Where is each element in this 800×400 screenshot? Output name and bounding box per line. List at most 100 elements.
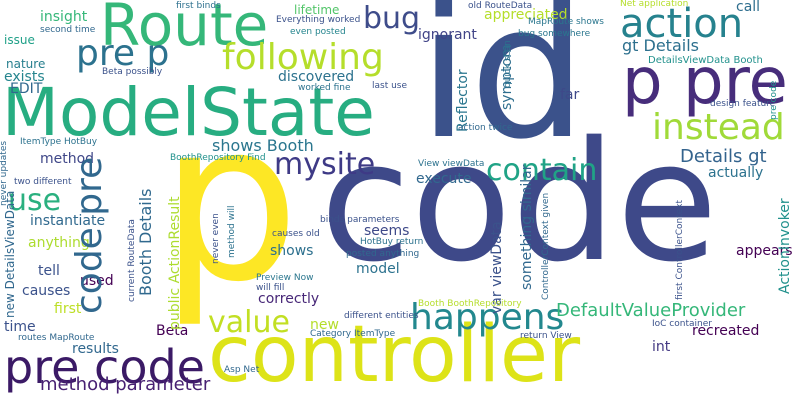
word: design feature — [710, 99, 776, 109]
word: tell — [38, 263, 60, 279]
word: model — [356, 261, 400, 277]
word: far — [560, 87, 580, 103]
word: Preview Now — [256, 273, 314, 283]
word: will fill — [256, 283, 285, 293]
word: insight — [40, 9, 88, 25]
word: Beta — [156, 323, 189, 339]
word: binds parameters — [320, 215, 400, 225]
word: shows Booth — [212, 136, 314, 155]
word: causes old — [272, 229, 320, 239]
word: action twice — [458, 123, 513, 133]
word: different entities — [344, 311, 419, 321]
word: instead — [652, 107, 785, 148]
word: ModelState — [2, 74, 375, 151]
word: posted anything — [346, 249, 420, 259]
word: action — [620, 1, 744, 47]
word: time — [4, 319, 36, 335]
word: pre code — [4, 340, 205, 394]
word: correctly — [258, 291, 320, 307]
word-vertical: quick scan — [503, 40, 513, 88]
word: appreciated — [484, 7, 568, 23]
word: controller — [208, 310, 581, 400]
word: discovered — [278, 69, 355, 85]
word: anything — [28, 235, 90, 251]
word-vertical: public ActionResult — [167, 196, 183, 330]
word-vertical: Booth Details — [136, 188, 155, 296]
word: p — [160, 74, 300, 330]
word: use — [8, 183, 62, 218]
word: BoothRepository Find — [170, 153, 266, 163]
word: method — [40, 151, 95, 167]
word: issue — [4, 33, 35, 47]
word-vertical: current RouteData — [127, 219, 137, 302]
word: return View — [520, 331, 572, 341]
word: following — [222, 37, 384, 78]
word: shows — [270, 243, 314, 259]
word: bug — [363, 1, 421, 36]
word: instantiate — [30, 213, 106, 229]
word: gt Details — [622, 36, 699, 55]
word: execute — [416, 171, 472, 187]
word-vertical: never even — [211, 213, 221, 264]
word: code — [320, 106, 718, 298]
word: first binds — [176, 1, 221, 11]
word: exists — [4, 69, 45, 85]
word: recreated — [692, 323, 760, 339]
word: contain — [486, 153, 598, 188]
word: id — [418, 0, 587, 180]
word: appears — [736, 243, 793, 259]
word: seems — [364, 223, 410, 239]
word: results — [72, 341, 119, 357]
word: pre p — [76, 33, 170, 74]
word: DefaultValueProvider — [556, 300, 746, 321]
word: used — [80, 273, 114, 289]
word-vertical: code pre — [69, 156, 110, 314]
word: mysite — [274, 147, 376, 182]
word: lifetime — [294, 3, 340, 17]
word: p pre — [622, 45, 788, 119]
word-vertical: ActionInvoker — [777, 198, 793, 294]
word: ignorant — [418, 27, 477, 43]
word-vertical: never updates — [0, 140, 9, 206]
word: method parameter — [40, 374, 211, 395]
word: Route — [100, 0, 269, 59]
word: call — [736, 0, 761, 15]
word: Booth BoothRepository — [418, 299, 522, 309]
word: View viewData — [418, 159, 485, 169]
word: Beta possibly — [102, 67, 163, 77]
word: DetailsViewData Booth — [648, 55, 763, 66]
word: HotBuy return — [360, 237, 424, 247]
word: Details gt — [680, 146, 767, 167]
word: EDIT — [10, 81, 43, 97]
word: new — [310, 317, 339, 333]
word: old RouteData — [468, 1, 533, 11]
word: causes — [22, 283, 71, 299]
word: Everything worked — [276, 15, 361, 25]
word: IoC container — [652, 319, 712, 329]
word-vertical: new DetailsViewData — [3, 190, 17, 318]
word: first — [54, 301, 82, 317]
word: Category ItemType — [310, 329, 396, 339]
word-vertical: something similar — [519, 164, 535, 290]
word: int — [652, 339, 671, 355]
word: Net application — [620, 0, 689, 9]
word: actually — [708, 165, 764, 181]
word: two different — [14, 177, 72, 187]
word: routes MapRoute — [18, 333, 95, 343]
word-vertical: ControllerContext given — [541, 192, 551, 300]
word-vertical: pre code — [769, 80, 779, 120]
word-vertical: first ControllerContext — [675, 200, 685, 300]
word: bug somewhere — [518, 29, 591, 39]
word: nature — [6, 57, 46, 71]
word: worked fine — [298, 83, 351, 93]
word: MapRoute shows — [528, 17, 604, 27]
word-vertical: method will — [227, 205, 237, 258]
word: value — [208, 305, 290, 340]
word: last use — [372, 81, 408, 91]
word: second time — [40, 25, 96, 35]
word: Asp Net — [224, 365, 260, 375]
word: happens — [410, 297, 565, 338]
word: even posted — [290, 27, 346, 37]
word: ItemType HotBuy — [20, 137, 98, 147]
